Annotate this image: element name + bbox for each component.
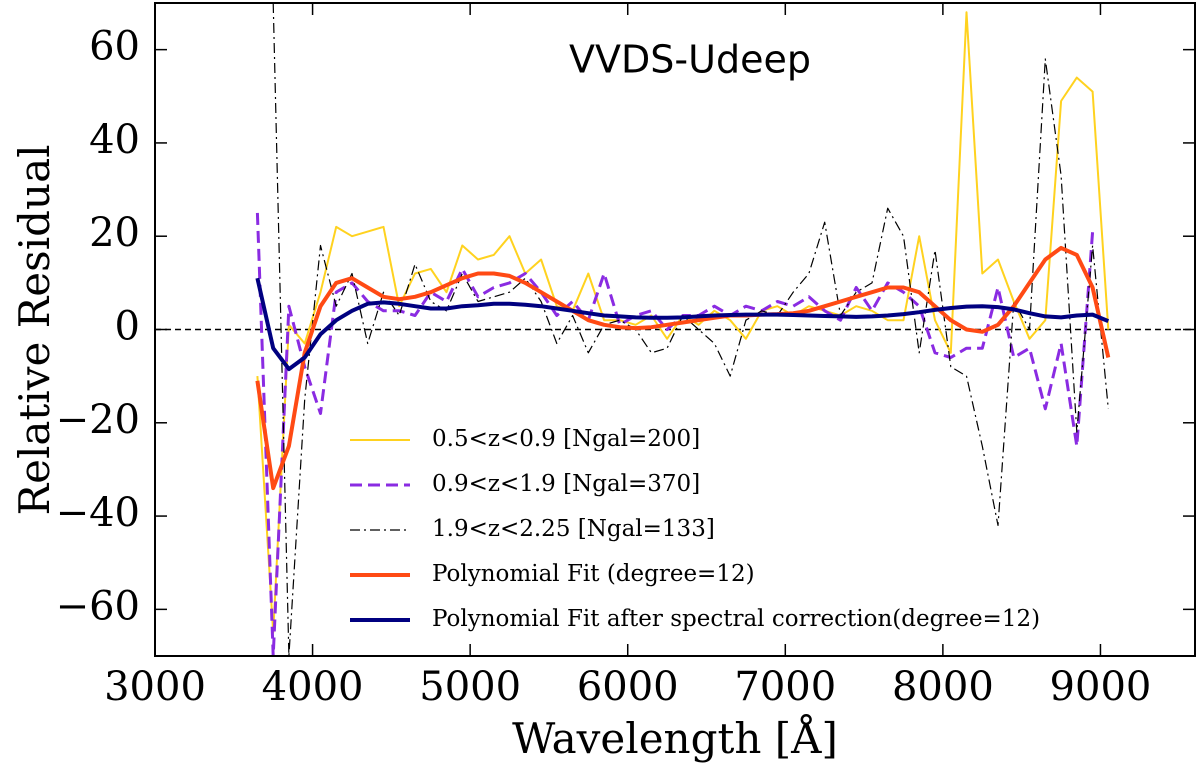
y-tick-label: 0 [115, 304, 140, 350]
x-tick-label: 4000 [262, 664, 364, 710]
x-tick-label: 3000 [104, 664, 206, 710]
legend-label: 0.5<z<0.9 [Ngal=200] [432, 426, 700, 452]
plot-area [155, 3, 1195, 656]
y-tick-label: 20 [89, 210, 140, 256]
legend-label: Polynomial Fit (degree=12) [432, 561, 755, 587]
x-axis-label: Wavelength [Å] [512, 713, 838, 763]
x-tick-label: 6000 [577, 664, 679, 710]
x-tick-label: 8000 [892, 664, 994, 710]
x-tick-label: 7000 [734, 664, 836, 710]
chart-title: VVDS-Udeep [569, 38, 811, 82]
plot-frame [154, 2, 1196, 657]
data-line [255, 277, 1110, 372]
legend-label: 0.9<z<1.9 [Ngal=370] [432, 471, 700, 497]
legend-label: Polynomial Fit after spectral correction… [432, 606, 1040, 632]
y-axis-label: Relative Residual [10, 144, 59, 515]
x-tick-label: 5000 [419, 664, 521, 710]
x-tick-label: 9000 [1050, 664, 1152, 710]
y-tick-label: −40 [56, 490, 140, 536]
y-tick-label: −20 [56, 397, 140, 443]
legend-label: 1.9<z<2.25 [Ngal=133] [432, 516, 715, 542]
data-line [255, 245, 1111, 491]
y-tick-label: −60 [56, 583, 140, 629]
y-tick-label: 60 [89, 24, 140, 70]
y-tick-label: 40 [89, 117, 140, 163]
